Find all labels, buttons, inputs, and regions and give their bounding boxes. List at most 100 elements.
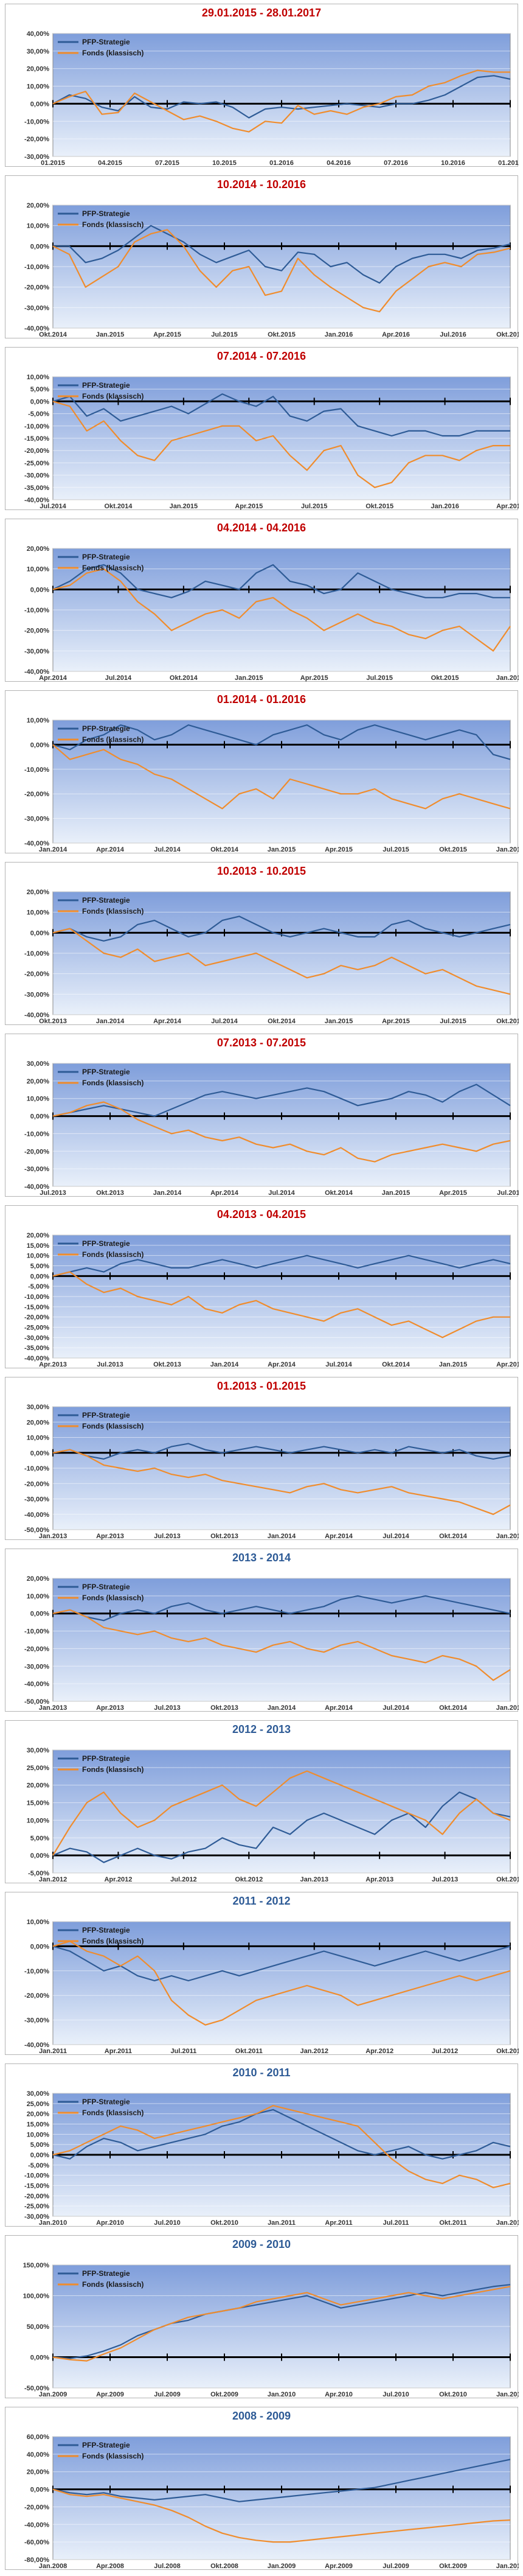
plot-area bbox=[52, 719, 511, 844]
legend: PFP-Strategie Fonds (klassisch) bbox=[58, 1068, 144, 1087]
y-tick-label: 0,00% bbox=[30, 1450, 49, 1457]
x-tick-label: Jul.2010 bbox=[383, 2391, 409, 2398]
series-line-pfp bbox=[52, 564, 510, 598]
legend: PFP-Strategie Fonds (klassisch) bbox=[58, 2441, 144, 2460]
x-tick-label: Jan.2010 bbox=[39, 2219, 67, 2227]
legend-label: Fonds (klassisch) bbox=[82, 1594, 144, 1602]
x-tick-label: Okt.2015 bbox=[496, 1018, 519, 1025]
x-tick-label: Okt.2014 bbox=[39, 331, 68, 338]
legend-label: PFP-Strategie bbox=[82, 2269, 130, 2278]
y-tick-label: -10,00% bbox=[24, 950, 49, 957]
y-tick-label: 0,00% bbox=[30, 2487, 49, 2494]
series-line-pfp bbox=[52, 2459, 511, 2502]
legend: PFP-Strategie Fonds (klassisch) bbox=[58, 724, 144, 744]
x-tick-label: Okt.2014 bbox=[170, 674, 198, 682]
x-tick-label: Jan.2011 bbox=[39, 2048, 67, 2055]
y-tick-label: 10,00% bbox=[27, 909, 50, 917]
x-tick-label: Apr.2015 bbox=[382, 1018, 410, 1025]
legend-label: PFP-Strategie bbox=[82, 1926, 130, 1934]
y-tick-label: -20,00% bbox=[24, 2504, 49, 2511]
y-tick-label: 40,00% bbox=[27, 2451, 50, 2459]
series-line-pfp bbox=[52, 1945, 511, 1982]
x-tick-label: Jul.2010 bbox=[154, 2219, 180, 2227]
series-line-pfp bbox=[52, 1791, 511, 1863]
y-tick-label: 10,00% bbox=[27, 374, 50, 381]
y-tick-label: 20,00% bbox=[27, 2469, 50, 2476]
chart-svg: 20,00% 10,00% 0,00% -10,00% -20,00% -30,00% -4… bbox=[24, 202, 519, 338]
y-tick-label: 10,00% bbox=[27, 2131, 50, 2138]
x-tick-label: Jul.2013 bbox=[97, 1361, 123, 1368]
y-tick-label: -10,00% bbox=[24, 1130, 49, 1138]
y-tick-label: -50,00% bbox=[24, 1527, 49, 1534]
y-tick-label: -15,00% bbox=[24, 1304, 49, 1311]
chart-panel: 20,00% 10,00% 0,00% -10,00% -20,00% -30,00% -4… bbox=[5, 519, 519, 682]
x-tick-label: Apr.2010 bbox=[325, 2391, 353, 2398]
x-tick-label: Jan.2014 bbox=[210, 1361, 239, 1368]
x-tick-label: Jan.2014 bbox=[39, 846, 68, 853]
chart-svg: 20,00% 10,00% 0,00% -10,00% -20,00% -30,00% -4… bbox=[24, 1575, 519, 1712]
y-tick-label: 20,00% bbox=[27, 202, 50, 209]
x-tick-label: Jan.2015 bbox=[496, 1533, 519, 1540]
chart-panel: 30,00% 25,00% 20,00% 15,00% 10,00% 5,00% 0,00%… bbox=[5, 2063, 519, 2227]
y-tick-label: -40,00% bbox=[24, 1511, 49, 1519]
x-tick-label: Jul.2015 bbox=[440, 1018, 466, 1025]
legend-label: Fonds (klassisch) bbox=[82, 2452, 144, 2460]
legend-label: PFP-Strategie bbox=[82, 2098, 130, 2106]
x-tick-label: Jul.2015 bbox=[301, 503, 327, 510]
chart-svg: 30,00% 20,00% 10,00% 0,00% -10,00% -20,00% -30… bbox=[24, 1404, 519, 1540]
chart-panel: 30,00% 20,00% 10,00% 0,00% -10,00% -20,00% -30… bbox=[5, 1034, 519, 1197]
x-tick-label: Jan.2015 bbox=[235, 674, 263, 682]
x-tick-label: Jan.2010 bbox=[496, 2563, 519, 2570]
legend-label: Fonds (klassisch) bbox=[82, 907, 144, 915]
series-line-fonds bbox=[52, 1271, 510, 1339]
y-tick-label: 25,00% bbox=[27, 2101, 50, 2108]
x-tick-label: Jul.2013 bbox=[432, 1876, 458, 1883]
y-tick-label: 5,00% bbox=[30, 2141, 49, 2149]
y-tick-label: -40,00% bbox=[24, 840, 49, 847]
x-tick-label: Jul.2014 bbox=[325, 1361, 352, 1368]
x-tick-label: Apr.2015 bbox=[300, 674, 328, 682]
legend-label: PFP-Strategie bbox=[82, 2441, 130, 2449]
y-tick-label: 10,00% bbox=[27, 1253, 50, 1260]
chart-svg: 10,00%0,00%-10,00%-20,00%-30,00%-40,00%J… bbox=[24, 1919, 519, 2055]
x-tick-label: Jan.2015 bbox=[325, 1018, 353, 1025]
chart-svg: 20,00% 10,00% 0,00% -10,00% -20,00% -30,00% -4… bbox=[24, 889, 519, 1025]
legend-label: Fonds (klassisch) bbox=[82, 1765, 144, 1774]
legend-label: PFP-Strategie bbox=[82, 1411, 130, 1419]
chart-title: 01.2014 - 01.2016 bbox=[216, 693, 307, 705]
y-tick-label: -30,00% bbox=[24, 1663, 49, 1670]
series-line-pfp bbox=[52, 75, 511, 119]
x-tick-label: Jul.2015 bbox=[383, 846, 409, 853]
y-tick-label: 30,00% bbox=[27, 48, 50, 55]
x-tick-label: Apr.2009 bbox=[325, 2563, 353, 2570]
y-tick-label: -40,00% bbox=[24, 1355, 49, 1362]
chart-svg: 60,00% 40,00% 20,00% 0,00% -20,00% -40,00% -60… bbox=[24, 2434, 519, 2570]
series-line-pfp bbox=[52, 724, 511, 760]
x-tick-label: Jan.2011 bbox=[496, 2391, 519, 2398]
x-tick-label: Jan.2015 bbox=[170, 503, 198, 510]
x-tick-label: Apr.2014 bbox=[153, 1018, 182, 1025]
y-tick-label: 20,00% bbox=[27, 66, 50, 73]
x-tick-label: 04.2016 bbox=[327, 159, 351, 167]
chart-svg: 30,00% 20,00% 10,00% 0,00% -10,00% -20,00% -30… bbox=[24, 1060, 519, 1197]
series-line-fonds bbox=[52, 2286, 511, 2362]
x-tick-label: Okt.2016 bbox=[496, 331, 519, 338]
x-tick-label: Okt.2015 bbox=[365, 503, 393, 510]
y-tick-label: -80,00% bbox=[24, 2557, 49, 2564]
x-tick-label: 01.2016 bbox=[269, 159, 294, 167]
legend: PFP-Strategie Fonds (klassisch) bbox=[58, 381, 144, 401]
y-tick-label: -30,00% bbox=[24, 472, 49, 480]
legend: PFP-Strategie Fonds (klassisch) bbox=[58, 1926, 144, 1945]
y-tick-label: -30,00% bbox=[24, 153, 49, 161]
y-tick-label: 50,00% bbox=[27, 2323, 50, 2331]
x-tick-label: Jan.2014 bbox=[153, 1189, 182, 1197]
legend-label: PFP-Strategie bbox=[82, 724, 130, 733]
x-tick-label: Apr.2012 bbox=[104, 1876, 132, 1883]
y-tick-label: 150,00% bbox=[23, 2262, 50, 2269]
legend: PFP-Strategie Fonds (klassisch) bbox=[58, 896, 144, 915]
x-tick-label: Jan.2016 bbox=[496, 846, 519, 853]
legend-label: Fonds (klassisch) bbox=[82, 220, 144, 229]
x-tick-label: Jan.2013 bbox=[39, 1704, 67, 1712]
y-tick-label: -30,00% bbox=[24, 816, 49, 823]
y-tick-label: 10,00% bbox=[27, 83, 50, 91]
